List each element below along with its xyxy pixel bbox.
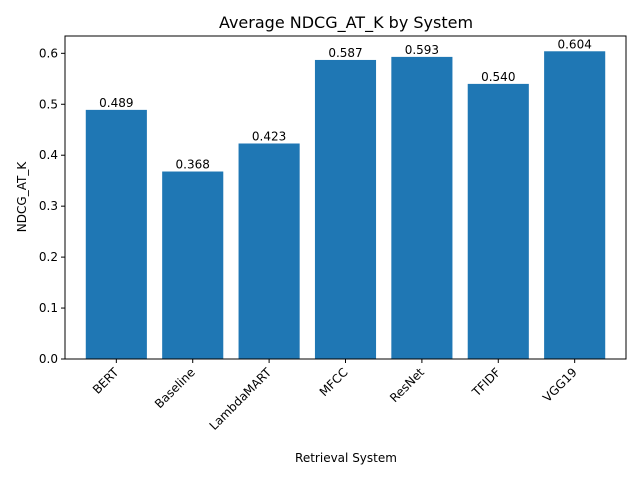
- y-axis-label: NDCG_AT_K: [15, 161, 29, 233]
- data-label-vgg19: 0.604: [557, 37, 591, 51]
- x-tick-label-tfidf: TFIDF: [469, 365, 504, 400]
- x-tick-label-baseline: Baseline: [152, 365, 198, 411]
- plot-frame: [64, 35, 627, 360]
- bars-group: [85, 51, 606, 360]
- x-tick-label-vgg19: VGG19: [540, 365, 580, 405]
- x-axis-label: Retrieval System: [295, 451, 397, 465]
- y-tick-label: 0.3: [39, 199, 58, 213]
- y-tick-label: 0.6: [39, 46, 58, 60]
- chart-title: Average NDCG_AT_K by System: [219, 13, 473, 33]
- y-tick-label: 0.0: [39, 352, 58, 366]
- x-tick-label-mfcc: MFCC: [317, 365, 351, 399]
- bar-lambdamart: [238, 143, 300, 359]
- data-label-bert: 0.489: [99, 96, 133, 110]
- data-label-tfidf: 0.540: [481, 70, 515, 84]
- data-label-baseline: 0.368: [176, 158, 210, 172]
- data-label-lambdamart: 0.423: [252, 129, 286, 143]
- data-label-mfcc: 0.587: [328, 46, 362, 60]
- bar-vgg19: [544, 51, 606, 360]
- y-tick-label: 0.2: [39, 250, 58, 264]
- y-tick-label: 0.1: [39, 301, 58, 315]
- bar-bert: [85, 109, 147, 359]
- y-tick-label: 0.5: [39, 97, 58, 111]
- data-label-resnet: 0.593: [405, 43, 439, 57]
- x-tick-label-resnet: ResNet: [387, 365, 427, 405]
- x-tick-label-lambdamart: LambdaMART: [207, 365, 275, 433]
- bar-baseline: [162, 171, 224, 359]
- bar-resnet: [391, 56, 453, 360]
- x-axis-ticks: BERT Baseline LambdaMART MFCC ResNet TFIDF VGG…: [90, 359, 580, 433]
- bar-mfcc: [314, 59, 377, 359]
- y-tick-label: 0.4: [39, 148, 58, 162]
- y-axis-ticks: 0.0 0.1 0.2 0.3 0.4 0.5 0.6: [39, 46, 65, 366]
- bar-tfidf: [467, 83, 529, 359]
- x-tick-label-bert: BERT: [90, 365, 122, 397]
- data-labels-group: 0.489 0.368 0.423 0.587 0.593 0.540 0.604: [99, 37, 592, 171]
